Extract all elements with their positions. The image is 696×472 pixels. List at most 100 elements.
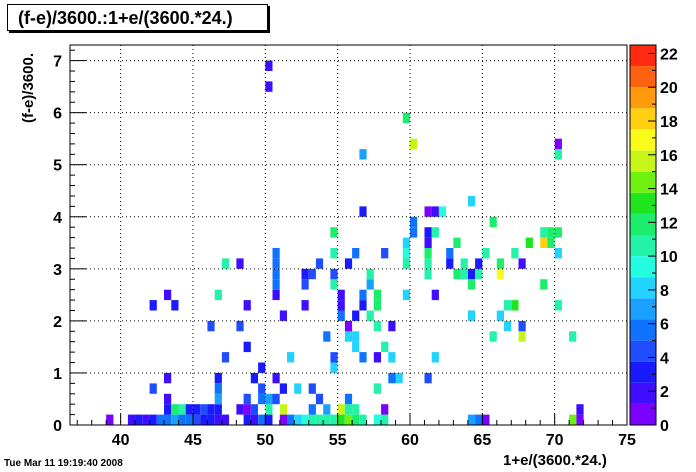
heatmap-cell — [330, 227, 338, 238]
heatmap-cell — [475, 268, 483, 280]
heatmap-cell — [424, 248, 432, 259]
palette-swatch — [630, 382, 656, 404]
heatmap-cell — [287, 414, 295, 425]
heatmap-cell — [243, 300, 251, 311]
y-axis-label: (f-e)/3600. — [20, 52, 37, 124]
heatmap-cell — [402, 258, 410, 269]
x-tick-label: 60 — [401, 432, 419, 449]
heatmap-cell — [402, 237, 410, 248]
heatmap-cell — [504, 300, 512, 311]
heatmap-cell — [279, 310, 287, 321]
heatmap-cell — [171, 404, 179, 415]
heatmap-cell — [410, 216, 418, 228]
palette-swatch — [630, 403, 656, 425]
heatmap-cell — [344, 320, 353, 332]
heatmap-cell — [149, 383, 157, 394]
heatmap-cell — [496, 268, 504, 280]
heatmap-cell — [214, 404, 222, 415]
heatmap-cell — [265, 404, 273, 415]
heatmap-cell — [373, 383, 381, 394]
palette-tick-label: 0 — [660, 418, 669, 435]
heatmap-cell — [164, 393, 172, 405]
palette-frame — [629, 44, 657, 426]
palette-swatch — [630, 108, 656, 130]
palette-swatch — [630, 361, 656, 383]
heatmap-cell — [272, 279, 280, 290]
y-tick-label: 3 — [53, 262, 62, 279]
heatmap-cell — [178, 414, 186, 425]
palette-swatch — [630, 87, 656, 109]
heatmap-cell — [547, 227, 555, 238]
heatmap-cell — [243, 404, 251, 415]
palette-tick-label: 18 — [660, 114, 678, 131]
heatmap-cell — [518, 320, 526, 332]
heatmap-cell — [381, 341, 389, 353]
palette-swatch — [630, 150, 656, 172]
heatmap-cell — [250, 404, 258, 415]
heatmap-cell — [337, 289, 345, 301]
palette-swatch — [630, 45, 656, 67]
heatmap-cell — [265, 393, 273, 405]
heatmap-cell — [207, 414, 215, 425]
heatmap-cell — [214, 289, 222, 301]
heatmap-cell — [569, 414, 577, 425]
y-tick-label: 5 — [53, 158, 62, 175]
heatmap-cell — [402, 112, 410, 124]
color-palette-bar: 0 2 4 6 8 10 12 14 16 18 20 22 — [629, 44, 678, 435]
heatmap-cell — [236, 258, 244, 269]
heatmap-cell — [323, 404, 331, 415]
heatmap-cell — [164, 414, 172, 425]
heatmap-cell — [185, 404, 193, 415]
heatmap-cell — [359, 206, 367, 217]
heatmap-cell — [243, 341, 251, 353]
palette-tick-label: 8 — [660, 283, 669, 300]
heatmap-cell — [272, 372, 280, 384]
heatmap-cell — [504, 320, 512, 332]
heatmap-cell — [373, 300, 381, 311]
heatmap-cell — [301, 279, 309, 290]
heatmap-cell — [301, 268, 309, 280]
heatmap-cell — [366, 268, 374, 280]
heatmap-cell — [236, 404, 244, 415]
heatmap-cell — [438, 206, 447, 217]
heatmap-cell — [164, 372, 172, 384]
heatmap-cell — [518, 331, 526, 342]
palette-tick-label: 4 — [660, 350, 669, 367]
heatmap-cell — [460, 258, 468, 269]
heatmap-cell — [272, 268, 280, 280]
y-tick-label: 0 — [53, 418, 62, 435]
heatmap-cell — [272, 289, 280, 301]
heatmap-cell — [410, 138, 418, 150]
heatmap-cell — [453, 268, 461, 280]
heatmap-cell — [214, 393, 222, 405]
heatmap-cell — [467, 414, 476, 425]
heatmap-cell — [344, 393, 353, 405]
heatmap-cell — [540, 227, 548, 238]
heatmap-cell — [489, 216, 497, 228]
heatmap-cell — [265, 60, 273, 71]
heatmap-cell — [337, 404, 345, 415]
heatmap-cell — [301, 414, 309, 425]
heatmap-cell — [315, 414, 324, 425]
heatmap-cell — [315, 393, 324, 405]
heatmap-cell — [431, 352, 439, 363]
x-axis-label: 1+e/(3600.*24.) — [503, 452, 607, 469]
palette-swatch — [630, 192, 656, 214]
heatmap-cell — [431, 227, 439, 238]
heatmap-cell — [496, 310, 504, 321]
heatmap-cell — [547, 237, 555, 248]
heatmap-cell — [373, 289, 381, 301]
y-tick-label: 1 — [53, 366, 62, 383]
y-tick-label: 2 — [53, 314, 62, 331]
heatmap-cell — [330, 352, 338, 363]
heatmap-cell — [366, 279, 374, 290]
heatmap-cell — [337, 414, 345, 425]
heatmap-cell — [388, 320, 396, 332]
x-tick-label: 50 — [256, 432, 274, 449]
heatmap-cell — [243, 393, 251, 405]
heatmap-cell — [258, 362, 266, 373]
heatmap-cell — [156, 414, 164, 425]
palette-swatch — [630, 298, 656, 320]
heatmap-cell — [554, 138, 562, 150]
